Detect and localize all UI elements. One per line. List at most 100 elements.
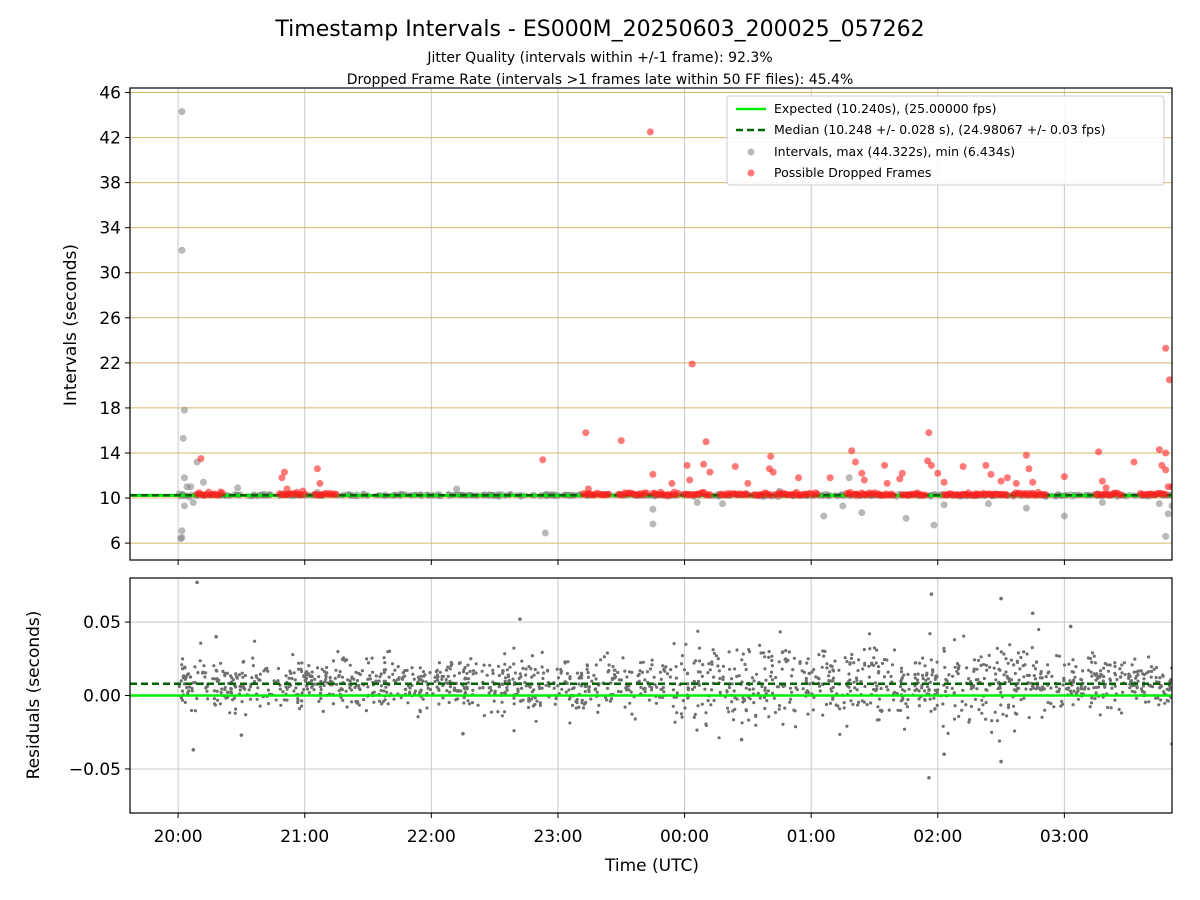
residual-point — [643, 678, 647, 682]
residual-point — [1025, 652, 1029, 656]
residual-point — [952, 691, 956, 696]
dropped-frame-point — [940, 478, 948, 486]
residual-point — [428, 671, 432, 675]
residual-point — [617, 678, 622, 682]
residual-point — [1081, 669, 1085, 673]
residual-point — [684, 642, 688, 646]
residual-point — [223, 674, 227, 678]
residual-point — [1094, 685, 1098, 690]
residual-point — [731, 718, 736, 722]
residual-point — [900, 676, 904, 680]
residual-point — [358, 672, 362, 677]
dropped-frame-point — [643, 489, 651, 497]
x-tick-label: 20:00 — [154, 827, 203, 847]
residual-point — [967, 720, 971, 724]
residual-point — [333, 676, 337, 680]
residual-point — [340, 675, 344, 679]
residual-point — [365, 657, 369, 661]
residual-point — [337, 689, 341, 693]
residual-point — [344, 689, 348, 693]
residual-point — [900, 688, 905, 692]
residual-point — [553, 702, 557, 706]
residual-point — [831, 669, 836, 673]
residual-point — [694, 659, 698, 663]
x-tick-label: 01:00 — [787, 827, 836, 847]
residual-point — [505, 668, 509, 672]
residual-point — [837, 668, 841, 672]
residual-point — [488, 663, 492, 667]
residual-point — [770, 678, 775, 682]
residual-point — [595, 690, 599, 694]
residual-point — [842, 701, 846, 705]
residual-point — [1101, 679, 1105, 683]
residual-point — [1097, 685, 1101, 689]
residual-point — [1103, 685, 1107, 689]
residual-point — [530, 690, 534, 694]
residual-point — [639, 685, 643, 690]
residual-point — [487, 691, 491, 695]
residual-point — [906, 698, 910, 702]
residual-point — [777, 660, 781, 664]
residual-point — [508, 665, 512, 669]
residual-point — [985, 668, 989, 672]
residual-point — [756, 691, 760, 696]
residual-point — [523, 680, 527, 685]
residual-point — [1029, 687, 1033, 692]
residual-point — [581, 706, 586, 710]
residual-point — [575, 671, 580, 675]
residual-point — [758, 696, 762, 700]
residual-point — [892, 648, 897, 652]
residual-point — [607, 663, 611, 667]
residual-point — [513, 671, 518, 675]
residual-point — [1106, 705, 1110, 710]
residual-point — [441, 696, 445, 700]
residual-point — [547, 684, 551, 688]
residual-point — [876, 671, 881, 675]
residual-point — [366, 677, 370, 681]
residual-point — [238, 684, 242, 688]
residual-point — [566, 660, 570, 664]
residual-point — [1018, 667, 1022, 671]
residual-point — [189, 675, 193, 679]
residual-point — [717, 736, 721, 740]
residual-point — [1002, 673, 1006, 677]
residual-point — [491, 671, 495, 676]
residual-point — [693, 712, 697, 717]
residual-point — [1136, 679, 1140, 683]
residual-point — [1089, 701, 1094, 705]
interval-outlier-point — [984, 500, 992, 508]
residual-point — [1098, 669, 1103, 673]
residual-point — [360, 669, 364, 673]
residual-point — [982, 662, 986, 667]
residual-point — [1092, 654, 1096, 658]
residual-point — [916, 672, 920, 676]
residual-point — [441, 674, 445, 679]
residual-point — [896, 708, 900, 712]
residual-point — [1099, 672, 1103, 677]
residual-point — [890, 663, 895, 667]
residual-point — [781, 722, 785, 726]
residual-point — [530, 654, 535, 658]
residual-point — [1021, 664, 1025, 668]
residual-point — [300, 661, 304, 665]
residual-point — [984, 663, 989, 667]
residual-point — [1106, 669, 1110, 673]
residual-point — [313, 677, 317, 681]
residual-point — [466, 663, 470, 667]
residual-point — [580, 676, 584, 680]
residual-point — [848, 662, 852, 666]
residual-point — [957, 714, 961, 719]
residual-point — [577, 705, 581, 709]
residual-point — [767, 655, 771, 660]
residual-point — [1105, 663, 1109, 667]
residual-point — [1123, 673, 1127, 677]
residual-point — [266, 688, 270, 692]
residual-point — [831, 679, 835, 683]
residual-point — [980, 698, 984, 702]
residual-point — [383, 661, 387, 665]
residual-point — [640, 670, 645, 675]
residual-point — [787, 650, 792, 654]
residual-point — [529, 667, 533, 671]
residual-point — [718, 690, 722, 695]
